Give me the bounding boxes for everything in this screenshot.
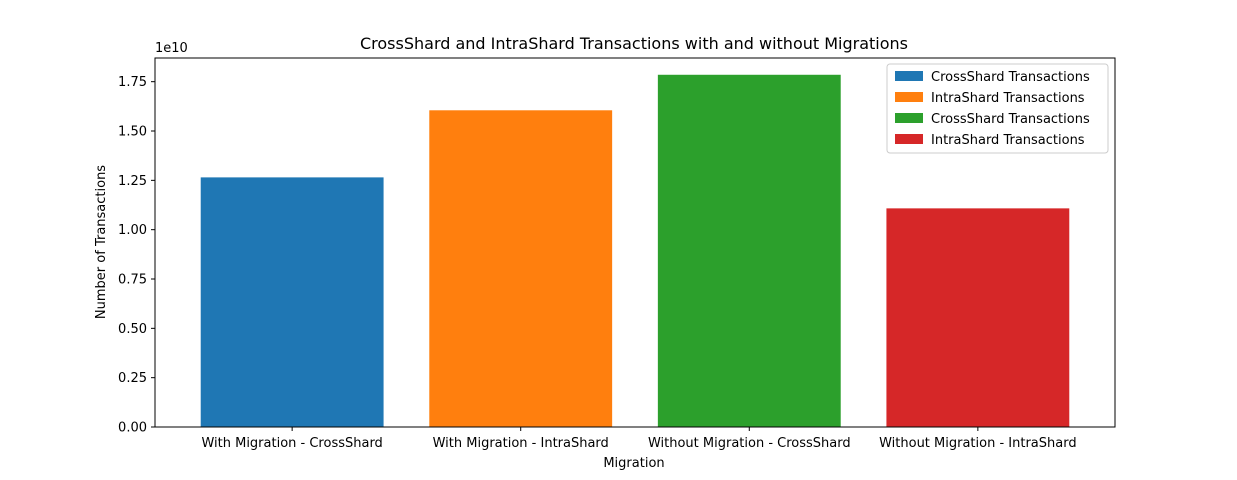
y-tick-label: 0.25 xyxy=(118,371,147,386)
chart-title: CrossShard and IntraShard Transactions w… xyxy=(360,34,908,53)
legend-label: IntraShard Transactions xyxy=(931,91,1085,106)
x-tick-label: With Migration - CrossShard xyxy=(201,436,382,451)
y-offset-label: 1e10 xyxy=(155,41,188,56)
y-tick-label: 0.75 xyxy=(118,273,147,288)
y-tick-label: 1.75 xyxy=(118,75,147,90)
legend-label: CrossShard Transactions xyxy=(931,112,1090,127)
legend-label: IntraShard Transactions xyxy=(931,133,1085,148)
bars-group xyxy=(200,74,1070,427)
y-tick-label: 0.50 xyxy=(118,322,147,337)
bar-2 xyxy=(429,110,613,427)
bar-1 xyxy=(200,177,384,427)
legend-swatch xyxy=(895,71,923,81)
x-axis-label: Migration xyxy=(603,456,664,471)
x-tick-label: With Migration - IntraShard xyxy=(433,436,609,451)
y-axis: 0.00 0.25 0.50 0.75 1.00 1.25 1.50 1.75 xyxy=(118,75,155,436)
x-tick-label: Without Migration - CrossShard xyxy=(648,436,851,451)
x-axis: With Migration - CrossShard With Migratio… xyxy=(201,427,1077,451)
legend-swatch xyxy=(895,92,923,102)
y-tick-label: 1.25 xyxy=(118,174,147,189)
y-tick-label: 1.50 xyxy=(118,125,147,140)
legend-swatch xyxy=(895,113,923,123)
legend: CrossShard Transactions IntraShard Transa… xyxy=(886,63,1109,154)
bar-3 xyxy=(657,74,841,427)
y-axis-label: Number of Transactions xyxy=(94,165,109,319)
legend-label: CrossShard Transactions xyxy=(931,70,1090,85)
legend-swatch xyxy=(895,134,923,144)
y-tick-label: 1.00 xyxy=(118,223,147,238)
y-tick-label: 0.00 xyxy=(118,421,147,436)
legend-box xyxy=(886,63,1109,154)
x-tick-label: Without Migration - IntraShard xyxy=(879,436,1077,451)
bar-4 xyxy=(886,208,1070,427)
plot-frame xyxy=(154,57,1116,428)
